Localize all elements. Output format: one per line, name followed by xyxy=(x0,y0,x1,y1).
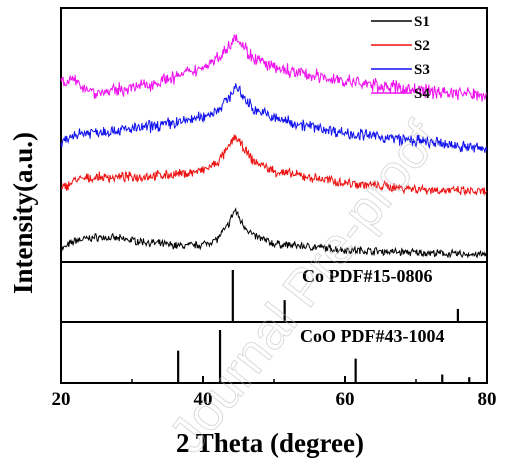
x-tick-label: 80 xyxy=(478,389,497,410)
pattern-series xyxy=(60,34,488,259)
legend-label-s4: S4 xyxy=(414,86,430,102)
x-tick-label: 60 xyxy=(336,389,355,410)
series-line-s2 xyxy=(60,134,488,197)
x-axis-title: 2 Theta (degree) xyxy=(176,428,364,458)
reference-patterns: Co PDF#15-0806 CoO PDF#43-1004 xyxy=(177,266,471,383)
series-line-s3 xyxy=(60,83,488,153)
series-line-s1 xyxy=(60,207,488,259)
series-line-s4 xyxy=(60,34,488,102)
y-axis-title: Intensity(a.u.) xyxy=(8,132,38,294)
legend: S1 S2 S3 S4 xyxy=(371,14,430,102)
legend-label-s2: S2 xyxy=(414,38,430,54)
reference-label-coo: CoO PDF#43-1004 xyxy=(300,326,444,346)
legend-label-s1: S1 xyxy=(414,14,430,30)
legend-label-s3: S3 xyxy=(414,62,430,78)
reference-label-co: Co PDF#15-0806 xyxy=(302,266,432,286)
x-axis: 20 40 60 80 xyxy=(52,376,497,410)
x-tick-label: 40 xyxy=(194,389,213,410)
x-tick-label: 20 xyxy=(52,389,71,410)
watermark-text: Journal Pre-proof xyxy=(158,111,451,464)
